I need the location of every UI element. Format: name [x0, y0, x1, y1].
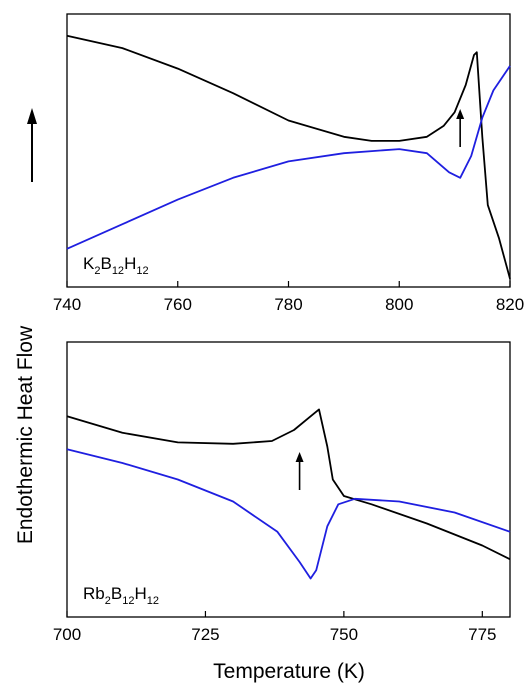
- x-tick-label: 700: [53, 625, 81, 644]
- arrow-head: [295, 452, 304, 462]
- x-tick-label: 725: [191, 625, 219, 644]
- shared-ylabel: Endothermic Heat Flow: [14, 325, 37, 544]
- series-line-blue: [66, 448, 511, 580]
- transition-arrow-icon-bottom: [295, 452, 304, 490]
- panel-bottom: 700 725 750 775 Rb2B12H12: [53, 341, 511, 644]
- plot-frame-bottom: [66, 341, 511, 618]
- sample-label-top: K2B12H12: [83, 254, 149, 277]
- series-top: [66, 34, 511, 280]
- series-line-black: [66, 34, 511, 280]
- x-ticks-bottom: 700 725 750 775: [53, 611, 497, 644]
- transition-arrow-icon-top: [456, 109, 465, 147]
- series-bottom: [66, 408, 511, 580]
- x-tick-label: 740: [53, 295, 81, 314]
- ylabel-arrow-icon: [27, 108, 37, 182]
- series-line-black: [66, 408, 511, 561]
- x-tick-label: 780: [274, 295, 302, 314]
- series-line-blue: [66, 65, 511, 250]
- x-tick-label: 775: [468, 625, 496, 644]
- sample-label-bottom: Rb2B12H12: [83, 584, 159, 607]
- x-tick-label: 750: [330, 625, 358, 644]
- x-tick-label: 760: [164, 295, 192, 314]
- x-tick-label: 820: [496, 295, 524, 314]
- x-ticks-top: 740 760 780 800 820: [53, 281, 524, 314]
- plot-frame-top: [66, 13, 511, 288]
- panel-top: 740 760 780 800 820 K2B12H12: [53, 13, 524, 314]
- shared-ylabel-group: Endothermic Heat Flow: [14, 108, 37, 544]
- sample-label-bottom-text: Rb2B12H12: [83, 584, 159, 607]
- sample-label-top-text: K2B12H12: [83, 254, 149, 277]
- x-tick-label: 800: [385, 295, 413, 314]
- shared-xlabel: Temperature (K): [213, 660, 365, 683]
- arrow-head: [456, 109, 465, 119]
